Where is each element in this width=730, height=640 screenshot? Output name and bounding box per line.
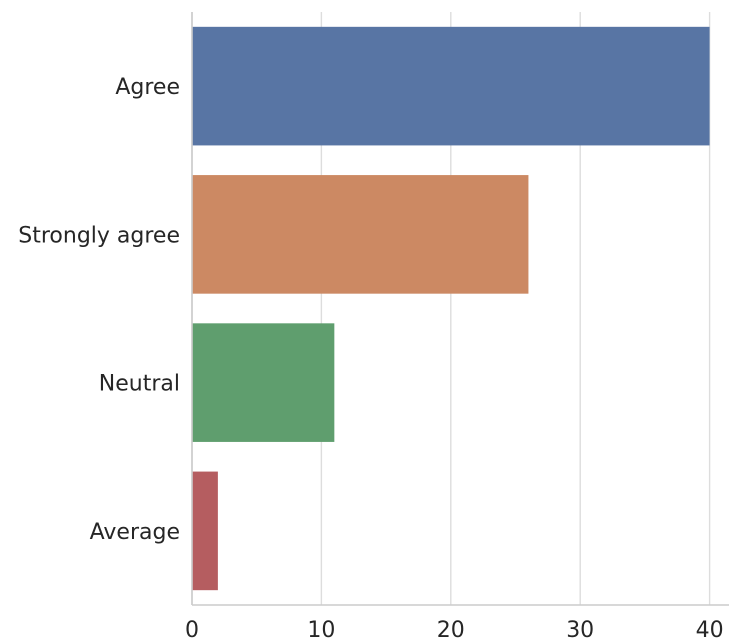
x-tick-label: 20 xyxy=(437,618,465,640)
bar-average xyxy=(192,471,218,591)
y-tick-label: Agree xyxy=(115,75,180,100)
bar-strongly-agree xyxy=(192,175,529,294)
bar-agree xyxy=(192,26,710,146)
x-tick-label: 30 xyxy=(566,618,594,640)
y-tick-label: Average xyxy=(90,520,180,545)
y-tick-label: Neutral xyxy=(99,372,180,397)
x-tick-label: 10 xyxy=(307,618,335,640)
x-tick-label: 40 xyxy=(696,618,724,640)
x-tick-label: 0 xyxy=(185,618,199,640)
bars xyxy=(192,26,710,591)
y-tick-label: Strongly agree xyxy=(18,223,180,248)
axes xyxy=(191,12,729,606)
bar-neutral xyxy=(192,323,335,442)
tick-labels: 0 10 20 30 40 Agree Strongly agree Neutral Avera… xyxy=(18,75,723,640)
